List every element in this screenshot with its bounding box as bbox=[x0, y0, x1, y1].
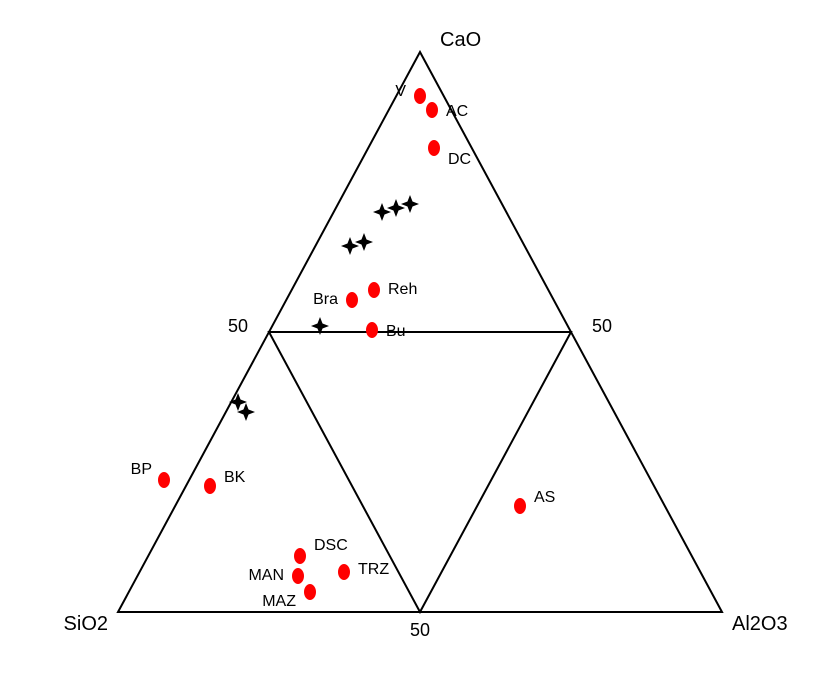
dot-label-Bra: Bra bbox=[313, 291, 338, 308]
dot-BK bbox=[204, 478, 216, 494]
star-marker-3 bbox=[341, 237, 359, 255]
dot-Bu bbox=[366, 322, 378, 338]
dot-AS bbox=[514, 498, 526, 514]
tick-label-0: 50 bbox=[228, 316, 248, 336]
triangle-lines bbox=[118, 52, 722, 612]
dot-label-AS: AS bbox=[534, 489, 555, 506]
star-marker-1 bbox=[387, 199, 405, 217]
vertex-label-left: SiO2 bbox=[64, 613, 108, 635]
dot-V bbox=[414, 88, 426, 104]
dot-MAN bbox=[292, 568, 304, 584]
tick-label-2: 50 bbox=[410, 620, 430, 640]
dot-label-V: V bbox=[395, 83, 406, 100]
dot-Reh bbox=[368, 282, 380, 298]
ternary-diagram: CaO SiO2 Al2O3 50 50 50 V AC DC Reh Bra Bu BP BK AS DSC… bbox=[0, 0, 840, 677]
tick-label-1: 50 bbox=[592, 316, 612, 336]
dot-DSC bbox=[294, 548, 306, 564]
dot-label-DC: DC bbox=[448, 151, 471, 168]
dot-label-MAN: MAN bbox=[248, 567, 284, 584]
dot-AC bbox=[426, 102, 438, 118]
dot-label-Bu: Bu bbox=[386, 323, 406, 340]
vertex-label-top: CaO bbox=[440, 29, 481, 51]
dot-TRZ bbox=[338, 564, 350, 580]
ternary-svg: CaO SiO2 Al2O3 50 50 50 V AC DC Reh Bra Bu BP BK AS DSC… bbox=[0, 0, 840, 677]
text-labels: CaO SiO2 Al2O3 50 50 50 V AC DC Reh Bra Bu BP BK AS DSC… bbox=[64, 29, 788, 640]
dot-label-BK: BK bbox=[224, 469, 246, 486]
dot-Bra bbox=[346, 292, 358, 308]
dot-label-AC: AC bbox=[446, 103, 468, 120]
vertex-label-right: Al2O3 bbox=[732, 613, 788, 635]
inner-triangle bbox=[269, 332, 571, 612]
dot-label-DSC: DSC bbox=[314, 537, 348, 554]
dot-label-Reh: Reh bbox=[388, 281, 417, 298]
dot-label-BP: BP bbox=[131, 461, 152, 478]
dot-MAZ bbox=[304, 584, 316, 600]
dot-BP bbox=[158, 472, 170, 488]
star-marker-4 bbox=[355, 233, 373, 251]
dot-label-TRZ: TRZ bbox=[358, 561, 389, 578]
dot-DC bbox=[428, 140, 440, 156]
star-marker-2 bbox=[401, 195, 419, 213]
star-marker-0 bbox=[373, 203, 391, 221]
dot-label-MAZ: MAZ bbox=[262, 593, 296, 610]
